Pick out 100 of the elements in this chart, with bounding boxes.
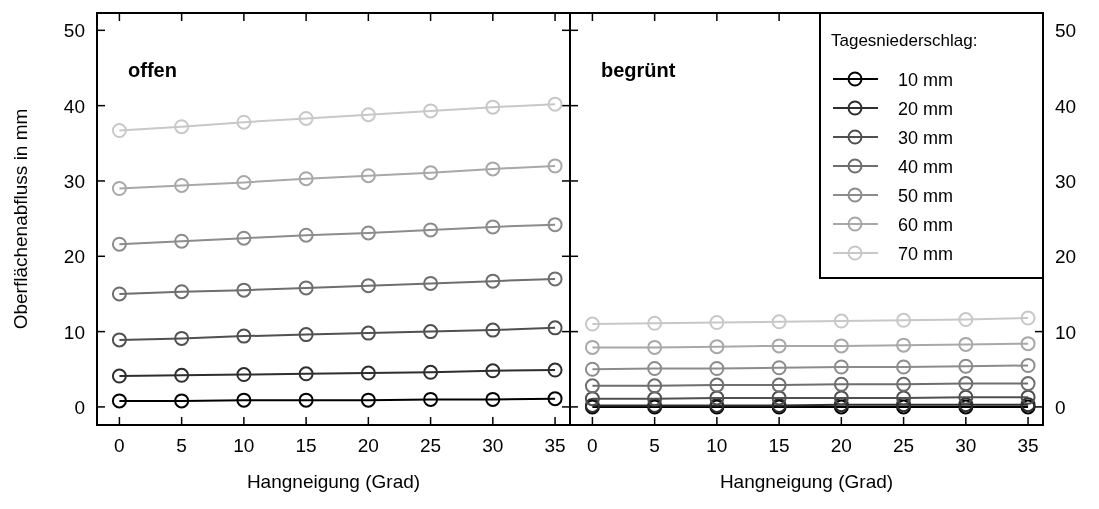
point xyxy=(647,378,663,394)
point xyxy=(833,359,849,375)
point xyxy=(111,286,127,302)
point xyxy=(1020,358,1036,373)
y-tick-label: 30 xyxy=(1055,170,1077,192)
point xyxy=(896,312,912,328)
x-axis-title: Hangneigung (Grad) xyxy=(719,471,894,492)
point xyxy=(111,393,127,409)
point xyxy=(647,391,663,407)
point xyxy=(833,390,849,406)
point xyxy=(236,282,252,298)
point xyxy=(584,378,600,394)
point xyxy=(709,390,725,406)
point xyxy=(485,363,501,379)
x-tick-label: 20 xyxy=(357,435,379,456)
point xyxy=(896,390,912,406)
point xyxy=(111,123,127,138)
point xyxy=(236,392,252,408)
point xyxy=(647,339,663,355)
legend-label: 20 mm xyxy=(898,99,954,119)
point xyxy=(298,171,314,187)
point xyxy=(771,360,787,376)
x-tick-label: 5 xyxy=(649,435,660,456)
point xyxy=(1020,310,1036,326)
x-tick-label: 25 xyxy=(420,435,442,456)
point xyxy=(584,391,600,407)
point xyxy=(236,230,252,246)
point xyxy=(771,314,787,330)
point xyxy=(1020,389,1036,405)
y-tick-label: 40 xyxy=(1055,95,1077,117)
x-tick-label: 35 xyxy=(1017,435,1039,456)
point xyxy=(360,278,376,294)
point xyxy=(174,177,190,193)
x-axis-title: Hangneigung (Grad) xyxy=(246,471,421,492)
point xyxy=(547,320,563,336)
point xyxy=(423,364,439,380)
point xyxy=(958,389,974,405)
x-tick-label: 15 xyxy=(768,435,790,456)
x-tick-label: 0 xyxy=(114,435,125,456)
point xyxy=(298,110,314,126)
point xyxy=(360,325,376,341)
point xyxy=(298,366,314,382)
point xyxy=(896,376,912,392)
point xyxy=(709,315,725,331)
text: begrünt xyxy=(601,59,676,81)
x-tick-label: 5 xyxy=(176,435,187,456)
point xyxy=(584,316,600,332)
point xyxy=(833,313,849,329)
y-tick-label: 10 xyxy=(63,321,85,343)
point xyxy=(174,393,190,409)
point xyxy=(423,324,439,340)
point xyxy=(423,275,439,291)
point xyxy=(771,377,787,393)
y-tick-label: 20 xyxy=(63,246,85,268)
point xyxy=(423,391,439,407)
point xyxy=(111,332,127,348)
y-tick-label: 0 xyxy=(1055,396,1066,418)
legend-label: 70 mm xyxy=(898,244,954,264)
point xyxy=(485,273,501,289)
point xyxy=(547,158,563,174)
point xyxy=(423,103,439,119)
point xyxy=(111,368,127,384)
x-tick-label: 30 xyxy=(955,435,977,456)
point xyxy=(547,362,563,378)
point xyxy=(958,376,974,392)
legend-label: 50 mm xyxy=(898,186,954,206)
point xyxy=(1020,376,1036,392)
point xyxy=(174,284,190,300)
point xyxy=(647,315,663,331)
point xyxy=(174,367,190,383)
point xyxy=(584,361,600,377)
x-tick-label: 15 xyxy=(295,435,317,456)
y-tick-label: 20 xyxy=(1055,246,1077,268)
point xyxy=(547,271,563,287)
legend-label: 40 mm xyxy=(898,157,954,177)
y-tick-label: 10 xyxy=(1055,321,1077,343)
point xyxy=(236,114,252,130)
point xyxy=(423,222,439,238)
point xyxy=(647,361,663,377)
point xyxy=(111,236,127,252)
point xyxy=(485,391,501,407)
point xyxy=(111,181,127,196)
x-tick-label: 35 xyxy=(544,435,566,456)
point xyxy=(485,161,501,177)
point xyxy=(360,392,376,408)
point xyxy=(360,365,376,381)
point xyxy=(896,359,912,375)
point xyxy=(298,327,314,343)
point xyxy=(771,338,787,354)
y-tick-label: 40 xyxy=(63,95,85,117)
legend-label: 60 mm xyxy=(898,215,954,235)
point xyxy=(174,233,190,249)
y-tick-label: 50 xyxy=(1055,20,1077,42)
point xyxy=(1020,336,1036,352)
x-tick-label: 10 xyxy=(706,435,728,456)
point xyxy=(360,225,376,241)
point xyxy=(771,390,787,406)
point xyxy=(833,376,849,392)
point xyxy=(360,107,376,123)
point xyxy=(298,392,314,408)
